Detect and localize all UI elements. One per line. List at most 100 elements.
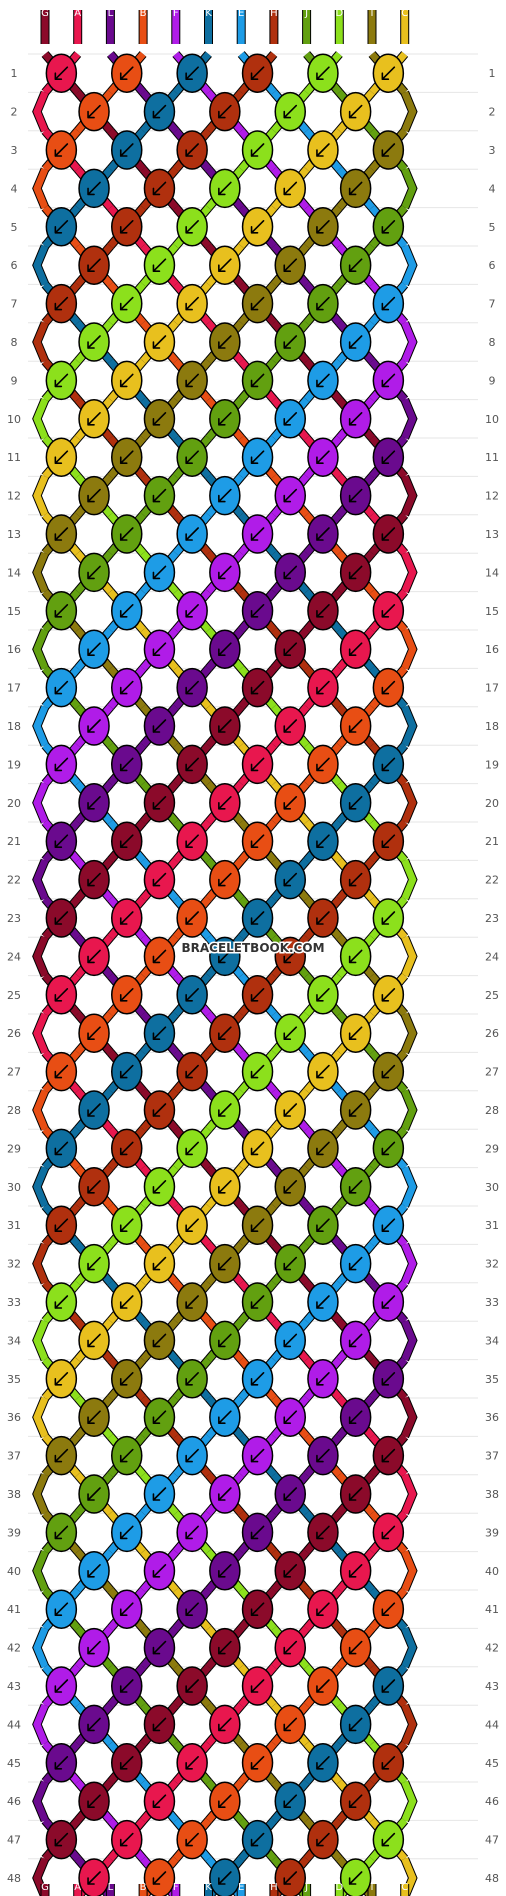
arrow-down-left-icon (218, 1256, 232, 1271)
arrow-down-left-icon (54, 1295, 69, 1309)
row-number-left: 17 (7, 682, 21, 695)
arrow-down-left-icon (185, 1832, 199, 1847)
knot (372, 360, 405, 401)
arrow-down-left-icon (283, 719, 298, 733)
arrow-down-left-icon (119, 220, 134, 234)
row-number-left: 37 (7, 1450, 21, 1463)
knot (209, 552, 241, 593)
arrow-down-left-icon (54, 1602, 69, 1616)
knot (45, 1205, 78, 1245)
arrow-down-left-icon (348, 104, 363, 119)
row-number-left: 12 (7, 490, 21, 503)
row-number-right: 7 (489, 298, 496, 311)
row-number-right: 28 (485, 1104, 499, 1117)
arrow-down-left-icon (87, 872, 101, 887)
knot (111, 437, 143, 477)
knot (307, 360, 339, 401)
edge-thread (33, 398, 49, 440)
arrow-down-left-icon (152, 565, 167, 580)
knot (111, 130, 143, 170)
row-number-right: 30 (485, 1181, 499, 1194)
arrow-down-left-icon (218, 1564, 232, 1578)
arrow-down-left-icon (152, 1487, 167, 1501)
arrow-down-left-icon (381, 143, 396, 157)
arrow-down-left-icon (316, 143, 330, 157)
arrow-down-left-icon (250, 1832, 265, 1847)
arrow-down-left-icon (185, 911, 199, 925)
knot (176, 360, 208, 401)
row-number-right: 27 (485, 1066, 499, 1079)
knot (111, 1589, 143, 1629)
arrow-down-left-icon (54, 373, 69, 388)
knot (45, 1819, 78, 1860)
knot (241, 591, 274, 631)
knot (143, 1858, 176, 1896)
knot (209, 245, 241, 285)
arrow-down-left-icon (54, 988, 69, 1002)
knot (143, 1243, 176, 1284)
arrow-down-left-icon (87, 258, 101, 272)
knot (111, 207, 143, 247)
arrow-down-left-icon (381, 373, 396, 388)
edge-thread (33, 1166, 49, 1208)
knot (143, 859, 176, 900)
row-number-left: 2 (11, 106, 18, 119)
arrow-down-left-icon (119, 1756, 134, 1770)
arrow-down-left-icon (381, 450, 396, 464)
arrow-down-left-icon (185, 1295, 199, 1309)
arrow-down-left-icon (152, 1640, 167, 1655)
knot (111, 1359, 143, 1399)
knot (143, 706, 176, 746)
arrow-down-left-icon (218, 1410, 232, 1424)
arrow-down-left-icon (381, 1064, 396, 1079)
knot (176, 1051, 208, 1092)
edge-thread (33, 1703, 49, 1745)
arrow-down-left-icon (316, 373, 330, 388)
arrow-down-left-icon (316, 988, 330, 1002)
knot (339, 859, 372, 900)
arrow-down-left-icon (54, 143, 69, 157)
string-letter-bottom: D (335, 1882, 343, 1893)
string-letter-bottom: A (74, 1882, 81, 1893)
arrow-down-left-icon (54, 66, 69, 80)
knot (143, 1167, 176, 1207)
arrow-down-left-icon (87, 181, 101, 196)
row-number-left: 26 (7, 1027, 21, 1040)
row-number-right: 25 (485, 989, 499, 1002)
knot (241, 1128, 274, 1169)
arrow-down-left-icon (283, 1640, 298, 1655)
row-number-left: 21 (7, 835, 21, 848)
arrow-down-left-icon (185, 1218, 199, 1232)
knot (274, 1167, 306, 1207)
knot (78, 783, 110, 823)
knot (111, 1512, 143, 1553)
knot (143, 399, 176, 439)
knot (307, 1435, 339, 1476)
knot (274, 706, 306, 746)
knot (307, 821, 339, 861)
arrow-down-left-icon (152, 1026, 167, 1040)
knot (45, 1666, 78, 1706)
row-number-right: 44 (485, 1718, 499, 1731)
row-number-right: 16 (485, 643, 499, 656)
knot (339, 1090, 372, 1130)
arrow-down-left-icon (218, 104, 232, 119)
edge-thread (401, 1550, 417, 1592)
knot (339, 91, 372, 132)
arrow-down-left-icon (250, 911, 265, 925)
knot (143, 552, 176, 593)
arrow-down-left-icon (283, 1564, 298, 1578)
arrow-down-left-icon (185, 680, 199, 695)
knot (45, 53, 78, 93)
arrow-down-left-icon (381, 757, 396, 772)
arrow-down-left-icon (152, 872, 167, 887)
arrow-down-left-icon (119, 66, 134, 80)
knot (241, 1282, 274, 1322)
row-number-right: 26 (485, 1027, 499, 1040)
knot (209, 629, 241, 669)
row-number-right: 14 (485, 566, 499, 579)
arrow-down-left-icon (54, 1218, 69, 1232)
arrow-down-left-icon (348, 258, 363, 272)
arrow-down-left-icon (348, 1640, 363, 1655)
edge-thread (401, 935, 417, 977)
